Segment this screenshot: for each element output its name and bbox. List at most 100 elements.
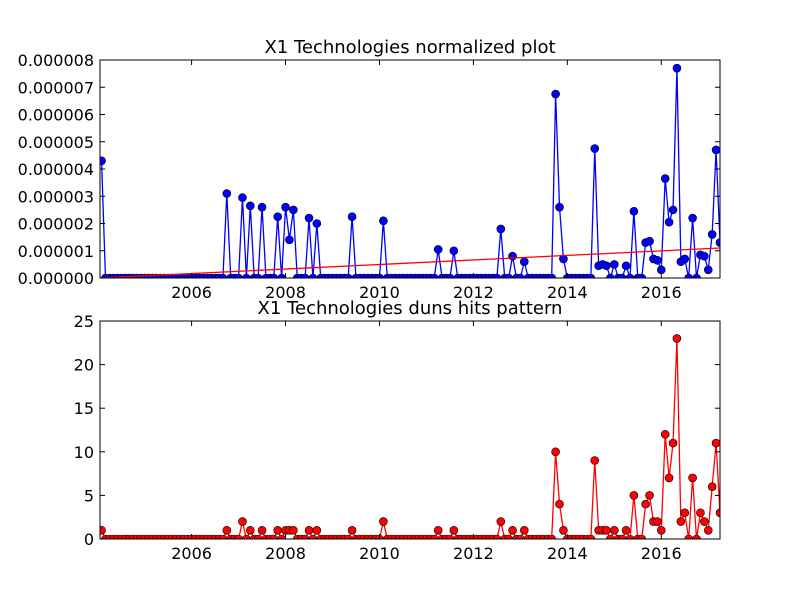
- data-point: [688, 473, 697, 483]
- data-point: [492, 534, 502, 539]
- y-tick-label: 0.000001: [18, 242, 94, 261]
- data-point: [715, 238, 720, 247]
- data-point: [692, 534, 701, 539]
- data-point: [711, 438, 720, 448]
- data-point: [242, 273, 251, 278]
- data-point: [641, 499, 650, 509]
- data-point: [312, 525, 322, 535]
- data-point: [621, 525, 631, 535]
- data-point: [656, 265, 666, 275]
- data-point: [645, 491, 654, 500]
- data-point: [519, 525, 529, 535]
- y-tick-label: 10: [74, 443, 94, 462]
- data-point: [238, 193, 247, 202]
- data-point: [711, 145, 720, 155]
- data-point: [625, 534, 635, 539]
- data-point: [586, 273, 596, 278]
- data-point: [347, 525, 357, 535]
- duns-hits-plot-frame: [99, 320, 721, 540]
- data-point: [445, 534, 455, 539]
- data-point: [692, 273, 701, 278]
- data-point: [492, 273, 502, 278]
- x-tick-label: 2014: [547, 283, 588, 302]
- x-tick-label: 2008: [265, 283, 306, 302]
- data-point: [343, 534, 353, 539]
- x-tick-label: 2016: [641, 283, 682, 302]
- data-point: [559, 525, 568, 535]
- x-tick-label: 2012: [453, 544, 494, 563]
- data-point: [516, 534, 525, 539]
- normalized-plot-frame: [99, 59, 721, 279]
- data-point: [637, 273, 647, 278]
- data-point: [629, 206, 639, 216]
- data-point: [304, 525, 314, 535]
- data-point: [449, 525, 459, 535]
- data-point: [660, 430, 670, 439]
- data-point: [668, 205, 678, 215]
- data-point: [555, 499, 564, 509]
- data-point: [218, 273, 228, 278]
- data-point: [551, 89, 560, 99]
- y-tick-label: 0: [84, 530, 94, 549]
- data-point: [273, 212, 283, 221]
- data-point: [602, 261, 611, 271]
- normalized-plot: X1 Technologies normalized plot 0.000000…: [18, 37, 721, 302]
- y-tick-label: 5: [84, 486, 94, 505]
- data-point: [672, 63, 682, 73]
- data-point: [684, 534, 693, 539]
- data-point: [668, 438, 678, 448]
- data-point: [429, 534, 439, 539]
- data-point: [496, 224, 506, 234]
- y-tick-label: 0.000004: [18, 160, 94, 179]
- x-tick-label: 2012: [453, 283, 494, 302]
- data-point: [496, 517, 506, 526]
- data-point: [547, 534, 556, 539]
- data-point: [300, 534, 310, 539]
- data-point: [602, 525, 611, 535]
- data-point: [637, 534, 647, 539]
- data-point: [429, 273, 439, 278]
- normalized-plot-axes: 0.000000 0.000001 0.000002 0.000003 0.000004…: [18, 51, 720, 302]
- data-point: [703, 525, 713, 535]
- data-point: [590, 456, 600, 465]
- data-point: [289, 525, 298, 535]
- y-tick-label: 0.000003: [18, 187, 94, 206]
- data-point: [680, 254, 690, 264]
- y-tick-label: 0.000007: [18, 78, 94, 97]
- data-point: [238, 517, 247, 526]
- y-tick-label: 15: [74, 399, 94, 418]
- data-point: [277, 534, 286, 539]
- data-point: [707, 482, 717, 491]
- data-point: [308, 534, 318, 539]
- data-point: [222, 525, 232, 535]
- data-point: [100, 156, 106, 166]
- data-point: [660, 174, 670, 183]
- data-point: [645, 236, 654, 246]
- x-tick-label: 2008: [265, 544, 306, 563]
- data-point: [653, 517, 662, 526]
- y-tick-label: 0.000005: [18, 133, 94, 152]
- data-point: [269, 273, 279, 278]
- duns-hits-plot: X1 Technologies duns hits pattern 0 5 10 15…: [74, 298, 721, 563]
- data-point: [700, 251, 709, 261]
- data-point: [672, 334, 682, 343]
- data-point: [606, 534, 615, 539]
- data-point: [547, 273, 556, 278]
- data-point: [218, 534, 228, 539]
- y-tick-label: 0.000006: [18, 106, 94, 125]
- y-tick-label: 20: [74, 356, 94, 375]
- data-point: [273, 525, 283, 535]
- data-point: [433, 245, 443, 254]
- trend-line: [100, 247, 720, 278]
- data-point: [312, 219, 322, 228]
- data-point: [519, 257, 529, 266]
- data-point: [504, 273, 513, 278]
- x-tick-label: 2010: [359, 544, 400, 563]
- data-point: [300, 273, 310, 278]
- y-tick-label: 0.000008: [18, 51, 94, 70]
- y-tick-label: 25: [74, 312, 94, 331]
- data-point: [504, 534, 513, 539]
- data-point: [559, 254, 568, 264]
- data-point: [617, 273, 627, 278]
